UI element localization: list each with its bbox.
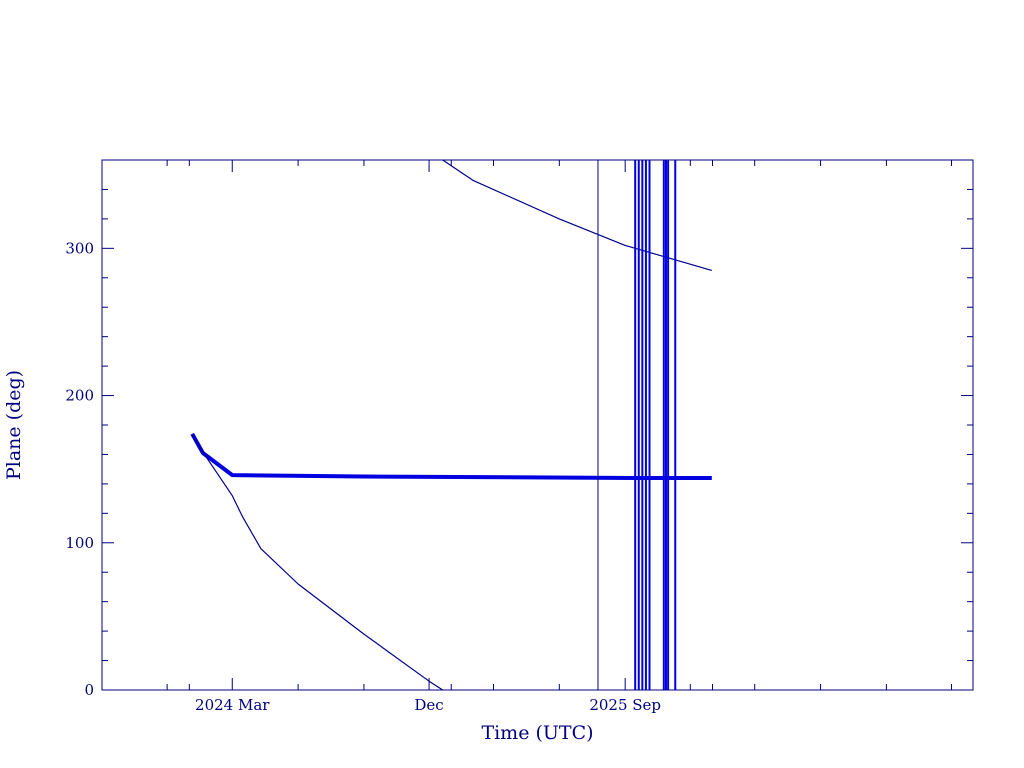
x-tick-label: 2025 Sep xyxy=(589,696,661,714)
series-line-3 xyxy=(442,159,712,271)
x-axis-label: Time (UTC) xyxy=(481,722,593,744)
y-tick-label: 100 xyxy=(65,534,94,552)
x-tick-label: 2024 Mar xyxy=(195,696,270,714)
y-tick-label: 300 xyxy=(65,239,94,257)
y-axis-label: Plane (deg) xyxy=(3,370,25,480)
series-line-2 xyxy=(191,434,444,691)
series-line-1 xyxy=(190,432,712,480)
data-layer xyxy=(190,159,712,691)
tick-layer xyxy=(102,159,973,691)
label-layer: 0 100 200 300 2024 Mar Dec 2025 Sep xyxy=(65,239,661,714)
x-tick-label: Dec xyxy=(414,696,443,714)
y-tick-label: 200 xyxy=(65,387,94,405)
plot-frame xyxy=(101,159,974,691)
y-tick-label: 0 xyxy=(84,681,94,699)
